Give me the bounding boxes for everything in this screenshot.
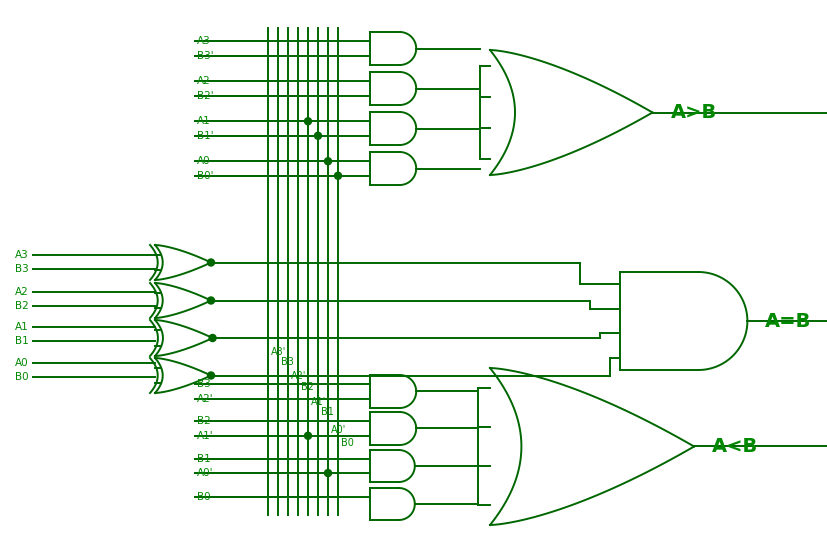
Circle shape <box>304 118 311 125</box>
Text: B1': B1' <box>197 131 213 141</box>
Text: A<B: A<B <box>711 437 758 456</box>
Circle shape <box>304 433 311 439</box>
Text: B2: B2 <box>197 416 211 426</box>
Text: A>B: A>B <box>670 103 716 122</box>
Text: A2': A2' <box>290 371 306 381</box>
Circle shape <box>334 172 341 179</box>
Text: B1: B1 <box>321 407 333 417</box>
Text: B3: B3 <box>15 264 29 274</box>
Text: B2': B2' <box>197 91 213 101</box>
Text: A1': A1' <box>197 431 213 441</box>
Text: A3': A3' <box>270 347 286 357</box>
Text: A2: A2 <box>15 287 29 297</box>
Text: B2: B2 <box>15 301 29 311</box>
Text: A0: A0 <box>197 156 210 166</box>
Text: A0': A0' <box>197 468 213 478</box>
Circle shape <box>324 158 331 165</box>
Text: B0: B0 <box>15 372 29 382</box>
Circle shape <box>208 259 214 266</box>
Text: A=B: A=B <box>764 311 810 331</box>
Circle shape <box>209 334 216 342</box>
Text: B3': B3' <box>197 51 213 61</box>
Text: B3: B3 <box>280 357 294 367</box>
Text: B0': B0' <box>197 171 213 181</box>
Text: B3: B3 <box>197 379 211 389</box>
Text: B1: B1 <box>15 336 29 346</box>
Text: B0: B0 <box>197 492 210 502</box>
Text: B1: B1 <box>197 454 211 464</box>
Circle shape <box>324 469 331 477</box>
Text: A1: A1 <box>197 116 211 126</box>
Text: A3: A3 <box>197 36 211 46</box>
Text: B0: B0 <box>341 438 353 448</box>
Text: B2: B2 <box>301 382 313 392</box>
Text: A2: A2 <box>197 76 211 87</box>
Text: A3: A3 <box>15 250 29 260</box>
Text: A0: A0 <box>15 358 29 368</box>
Circle shape <box>314 132 321 139</box>
Text: A2': A2' <box>197 394 213 404</box>
Text: A0': A0' <box>331 425 346 435</box>
Circle shape <box>208 372 214 379</box>
Text: A1: A1 <box>15 322 29 332</box>
Circle shape <box>208 297 214 304</box>
Text: A1': A1' <box>311 397 326 407</box>
